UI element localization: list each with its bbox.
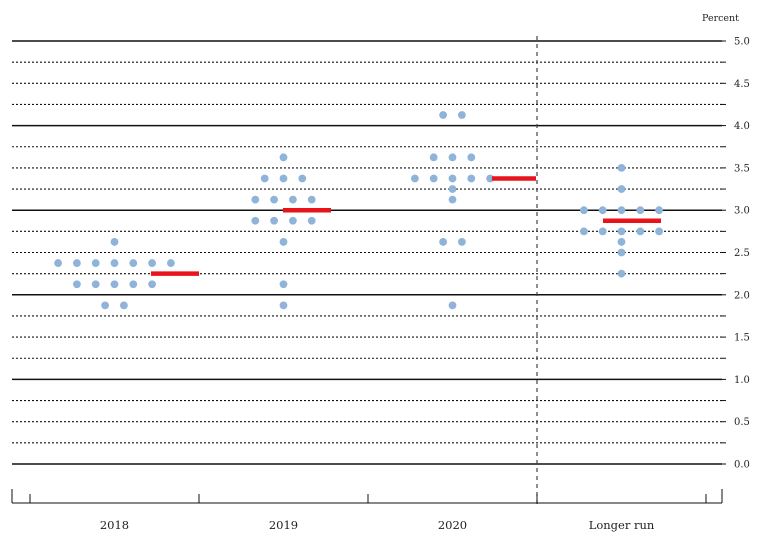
dot-point xyxy=(110,280,119,289)
dot-point xyxy=(448,153,457,162)
dot-point xyxy=(467,153,476,162)
dot-point xyxy=(307,195,316,204)
dot-point xyxy=(279,301,288,310)
dot-point xyxy=(439,111,447,119)
dot-point xyxy=(307,216,316,225)
participant-dots xyxy=(54,111,663,310)
dot-point xyxy=(73,259,81,267)
dot-point xyxy=(458,111,466,119)
dot-point xyxy=(148,280,157,289)
dot-point xyxy=(251,195,260,204)
dot-point xyxy=(129,280,138,289)
dot-point xyxy=(289,216,297,225)
dot-point xyxy=(54,259,62,267)
dot-point xyxy=(636,206,645,215)
dot-point xyxy=(110,238,119,246)
x-category-label: 2020 xyxy=(438,518,467,532)
dot-point xyxy=(617,238,626,246)
x-category-label: 2018 xyxy=(100,518,129,532)
dot-point xyxy=(411,174,419,183)
dot-point xyxy=(617,248,626,257)
dot-point xyxy=(580,227,588,236)
y-tick-label: 5.0 xyxy=(734,37,750,48)
x-category-label: Longer run xyxy=(589,518,655,532)
dot-point xyxy=(148,259,157,267)
dot-point xyxy=(91,280,100,289)
dot-point xyxy=(270,216,278,225)
y-tick-label: 4.5 xyxy=(734,79,750,90)
dot-point xyxy=(101,301,109,310)
dot-point xyxy=(598,227,607,236)
y-axis-unit-label: Percent xyxy=(702,13,739,24)
y-tick-label: 2.5 xyxy=(734,248,750,259)
dot-point xyxy=(110,259,119,267)
gridlines xyxy=(12,40,726,465)
y-tick-label: 0.5 xyxy=(734,417,750,428)
y-tick-label: 1.5 xyxy=(734,333,750,344)
y-tick-label: 1.0 xyxy=(734,375,750,386)
dot-point xyxy=(448,185,457,193)
dot-point xyxy=(167,259,175,267)
dot-point xyxy=(120,301,128,310)
dot-point xyxy=(439,238,447,246)
median-lines xyxy=(151,176,661,276)
dot-point xyxy=(279,153,288,162)
dot-point xyxy=(270,195,278,204)
y-tick-label: 3.5 xyxy=(734,163,750,174)
dot-point xyxy=(91,259,100,267)
y-tick-label: 3.0 xyxy=(734,206,750,217)
dot-point xyxy=(279,174,288,183)
dot-point xyxy=(298,174,307,183)
dot-point xyxy=(289,195,297,204)
dot-point xyxy=(617,164,626,172)
dot-point xyxy=(617,206,626,215)
dot-point xyxy=(429,153,438,162)
dot-point xyxy=(655,227,663,236)
dot-point xyxy=(636,227,645,236)
dot-point xyxy=(617,185,626,193)
dot-point xyxy=(448,195,457,204)
dot-point xyxy=(458,238,466,246)
dot-point xyxy=(617,227,626,236)
dot-point xyxy=(279,238,288,246)
dot-point xyxy=(129,259,138,267)
dot-point xyxy=(448,174,457,183)
y-tick-label: 2.0 xyxy=(734,290,750,301)
dot-point xyxy=(467,174,476,183)
dot-point xyxy=(448,301,457,310)
dot-point xyxy=(598,206,607,215)
dot-point xyxy=(580,206,588,215)
dot-point xyxy=(617,269,626,278)
dot-point xyxy=(279,280,288,289)
dot-point xyxy=(429,174,438,183)
x-category-label: 2019 xyxy=(269,518,298,532)
y-tick-label: 0.0 xyxy=(734,460,750,471)
x-axis: 2018 2019 2020 Longer run xyxy=(11,489,723,532)
dot-point xyxy=(655,206,663,215)
dot-point xyxy=(251,216,260,225)
y-tick-label: 4.0 xyxy=(734,121,750,132)
y-axis-tick-labels: 0.0 0.5 1.0 1.5 2.0 2.5 3.0 3.5 4.0 4.5 5.0 xyxy=(734,37,750,471)
dot-point xyxy=(73,280,81,289)
dot-point xyxy=(260,174,269,183)
